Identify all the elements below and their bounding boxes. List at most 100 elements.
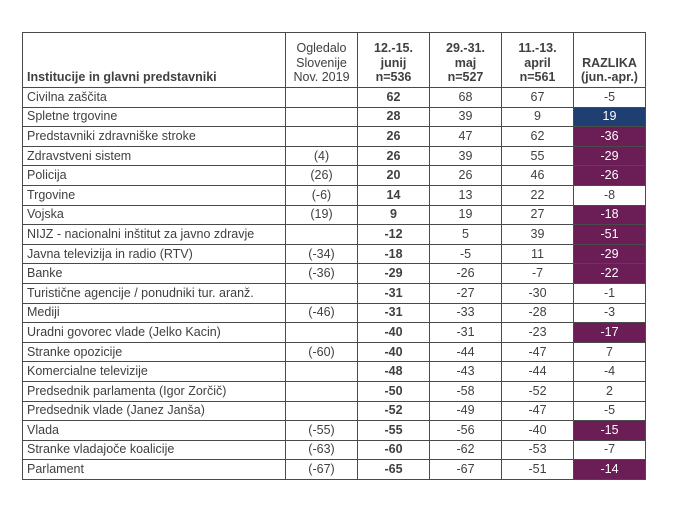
june-value-cell: 9 xyxy=(357,204,430,226)
june-value-cell: -40 xyxy=(357,322,430,343)
institution-name-cell: Stranke opozicije xyxy=(22,341,286,363)
header-april: 11.-13. april n=561 xyxy=(501,32,574,88)
reference-value-cell xyxy=(285,361,358,382)
difference-value-cell: -1 xyxy=(573,282,646,304)
may-value-cell: 26 xyxy=(429,165,502,186)
reference-value-cell: (4) xyxy=(285,145,358,167)
may-value-cell: -5 xyxy=(429,243,502,265)
difference-value-cell: -29 xyxy=(573,145,646,167)
table-row: Javna televizija in radio (RTV) (-34) -18-… xyxy=(22,243,646,265)
institution-name-cell: Spletne trgovine xyxy=(22,106,286,128)
reference-value-cell: (-60) xyxy=(285,341,358,363)
june-value-cell: -52 xyxy=(357,400,430,422)
june-value-cell: -29 xyxy=(357,263,430,284)
institution-name-cell: Mediji xyxy=(22,302,286,324)
difference-value-cell: -3 xyxy=(573,302,646,324)
reference-value-cell: (-34) xyxy=(285,243,358,265)
difference-value-cell: -7 xyxy=(573,439,646,461)
april-value-cell: 55 xyxy=(501,145,574,167)
institution-name-cell: Vojska xyxy=(22,204,286,226)
table-row: Stranke vladajoče koalicije (-63) -60 -62 -5… xyxy=(22,439,646,461)
may-value-cell: -58 xyxy=(429,380,502,402)
reference-value-cell xyxy=(285,282,358,304)
april-value-cell: 22 xyxy=(501,184,574,206)
header-reference: Ogledalo Slovenije Nov. 2019 xyxy=(285,32,358,88)
reference-value-cell xyxy=(285,400,358,422)
difference-value-cell: -4 xyxy=(573,361,646,382)
header-reference-line-1: Ogledalo xyxy=(296,41,347,56)
table-row: Vojska (19) 9 19 27 -18 xyxy=(22,204,646,226)
institutions-trust-table: Institucije in glavni predstavniki Ogled… xyxy=(22,32,646,480)
table-row: Turistične agencije / ponudniki tur. ara… xyxy=(22,282,646,304)
header-june-line-1: 12.-15. xyxy=(374,41,413,56)
reference-value-cell: (-63) xyxy=(285,439,358,461)
table-body: Civilna zaščita 62 68 67 -5 Spletne trgovine 2… xyxy=(22,87,646,480)
reference-value-cell: (19) xyxy=(285,204,358,226)
may-value-cell: -44 xyxy=(429,341,502,363)
april-value-cell: -47 xyxy=(501,400,574,422)
header-may-line-2: maj xyxy=(454,55,477,70)
april-value-cell: -28 xyxy=(501,302,574,324)
header-difference-line-1: RAZLIKA xyxy=(582,55,637,70)
difference-value-cell: -22 xyxy=(573,263,646,284)
institution-name-cell: Banke xyxy=(22,263,286,284)
table-row: Trgovine (-6) 14 13 22 -8 xyxy=(22,184,646,206)
header-institution: Institucije in glavni predstavniki xyxy=(22,32,286,88)
difference-value-cell: -26 xyxy=(573,165,646,186)
institution-name-cell: Komercialne televizije xyxy=(22,361,286,382)
institution-name-cell: Policija xyxy=(22,165,286,186)
institution-name-cell: Turistične agencije / ponudniki tur. ara… xyxy=(22,282,286,304)
institution-name-cell: Predsednik parlamenta (Igor Zorčič) xyxy=(22,380,286,402)
reference-value-cell xyxy=(285,322,358,343)
may-value-cell: -62 xyxy=(429,439,502,461)
april-value-cell: 46 xyxy=(501,165,574,186)
table-row: NIJZ - nacionalni inštitut za javno zdra… xyxy=(22,224,646,245)
table-row: Policija (26) 20 26 46 -26 xyxy=(22,165,646,186)
may-value-cell: 13 xyxy=(429,184,502,206)
reference-value-cell: (-67) xyxy=(285,459,358,480)
april-value-cell: -44 xyxy=(501,361,574,382)
reference-value-cell: (-46) xyxy=(285,302,358,324)
april-value-cell: -30 xyxy=(501,282,574,304)
table-row: Mediji (-46) -31 -33 -28 -3 xyxy=(22,302,646,324)
reference-value-cell xyxy=(285,224,358,245)
may-value-cell: 39 xyxy=(429,106,502,128)
difference-value-cell: -8 xyxy=(573,184,646,206)
june-value-cell: 28 xyxy=(357,106,430,128)
table-row: Parlament (-67) -65 -67 -51 -14 xyxy=(22,459,646,480)
reference-value-cell: (-36) xyxy=(285,263,358,284)
may-value-cell: 19 xyxy=(429,204,502,226)
table-row: Spletne trgovine 28 39 9 19 xyxy=(22,106,646,128)
table-row: Predsednik parlamenta (Igor Zorčič) -50 -5… xyxy=(22,380,646,402)
institution-name-cell: Trgovine xyxy=(22,184,286,206)
reference-value-cell xyxy=(285,380,358,402)
june-value-cell: 14 xyxy=(357,184,430,206)
june-value-cell: -12 xyxy=(357,224,430,245)
april-value-cell: -7 xyxy=(501,263,574,284)
difference-value-cell: -36 xyxy=(573,126,646,147)
may-value-cell: 68 xyxy=(429,87,502,108)
institution-name-cell: Zdravstveni sistem xyxy=(22,145,286,167)
table-row: Predsednik vlade (Janez Janša) -52 -49 -47-… xyxy=(22,400,646,422)
april-value-cell: -51 xyxy=(501,459,574,480)
may-value-cell: 5 xyxy=(429,224,502,245)
reference-value-cell xyxy=(285,106,358,128)
april-value-cell: -40 xyxy=(501,420,574,441)
institution-name-cell: Predsednik vlade (Janez Janša) xyxy=(22,400,286,422)
may-value-cell: -31 xyxy=(429,322,502,343)
table-row: Vlada (-55) -55 -56 -40 -15 xyxy=(22,420,646,441)
institution-name-cell: Uradni govorec vlade (Jelko Kacin) xyxy=(22,322,286,343)
may-value-cell: -56 xyxy=(429,420,502,441)
header-may-line-3: n=527 xyxy=(447,70,484,85)
difference-value-cell: -5 xyxy=(573,87,646,108)
may-value-cell: -67 xyxy=(429,459,502,480)
institution-name-cell: Stranke vladajoče koalicije xyxy=(22,439,286,461)
reference-value-cell: (26) xyxy=(285,165,358,186)
may-value-cell: -43 xyxy=(429,361,502,382)
june-value-cell: -31 xyxy=(357,302,430,324)
institution-name-cell: Vlada xyxy=(22,420,286,441)
reference-value-cell: (-55) xyxy=(285,420,358,441)
difference-value-cell: -15 xyxy=(573,420,646,441)
difference-value-cell: -14 xyxy=(573,459,646,480)
difference-value-cell: 7 xyxy=(573,341,646,363)
